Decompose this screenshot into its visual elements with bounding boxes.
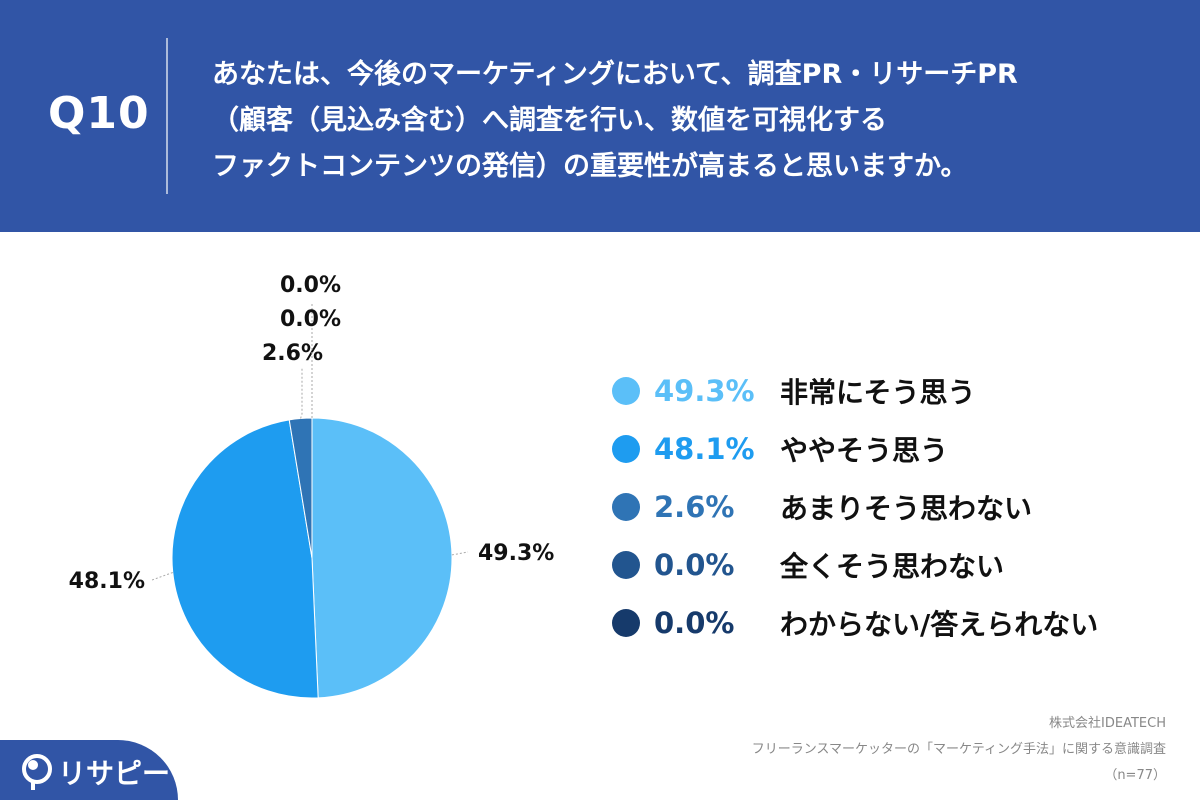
leader-line: [151, 572, 173, 581]
pie-slice: [311, 417, 453, 699]
pie-chart: 49.3% 48.1% 2.6% 0.0% 0.0%: [69, 273, 554, 699]
brand-name: リサピー: [58, 757, 171, 790]
legend-item: 49.3% 非常にそう思う: [612, 362, 1098, 420]
legend-percent: 48.1%: [654, 432, 755, 466]
legend-swatch: [612, 493, 640, 521]
legend-label: わからない/答えられない: [780, 608, 1099, 641]
legend-item: 2.6% あまりそう思わない: [612, 478, 1098, 536]
data-label: 0.0%: [280, 307, 341, 332]
brand-logo: リサピー: [0, 740, 178, 800]
data-label: 48.1%: [69, 569, 145, 594]
question-number: Q10: [48, 88, 150, 139]
legend-label: 全くそう思わない: [780, 550, 1005, 583]
legend-swatch: [612, 435, 640, 463]
legend-item: 0.0% わからない/答えられない: [612, 594, 1098, 652]
location-pin-stem: [31, 780, 35, 790]
legend-swatch: [612, 377, 640, 405]
source-company: 株式会社IDEATECH: [1049, 716, 1166, 731]
legend-swatch: [612, 551, 640, 579]
question-line: ファクトコンテンツの発信）の重要性が高まると思いますか。: [212, 151, 968, 182]
legend-label: ややそう思う: [780, 434, 949, 467]
legend-percent: 0.0%: [654, 548, 735, 582]
legend-label: 非常にそう思う: [780, 376, 976, 409]
location-pin-icon: [22, 754, 52, 784]
question-text: あなたは、今後のマーケティングにおいて、調査PR・リサーチPR （顧客（見込み含…: [212, 52, 1172, 190]
location-pin-dot: [28, 760, 38, 770]
header-divider: [166, 38, 168, 194]
data-label: 49.3%: [478, 541, 554, 566]
pie-slice: [171, 419, 319, 699]
leader-line: [300, 368, 303, 419]
chart-panel: 49.3% 48.1% 2.6% 0.0% 0.0% 49.3% 非常にそう思う 48.…: [0, 232, 1200, 800]
legend-percent: 49.3%: [654, 374, 755, 408]
question-line: （顧客（見込み含む）へ調査を行い、数値を可視化する: [212, 105, 887, 136]
legend-swatch: [612, 609, 640, 637]
data-label: 0.0%: [280, 273, 341, 298]
legend: 49.3% 非常にそう思う 48.1% ややそう思う 2.6% あまりそう思わな…: [612, 362, 1098, 652]
source-survey: フリーランスマーケッターの「マーケティング手法」に関する意識調査: [751, 742, 1166, 757]
legend-percent: 0.0%: [654, 606, 735, 640]
data-label: 2.6%: [262, 341, 323, 366]
question-line: あなたは、今後のマーケティングにおいて、調査PR・リサーチPR: [212, 59, 1018, 90]
legend-item: 48.1% ややそう思う: [612, 420, 1098, 478]
question-header: Q10 あなたは、今後のマーケティングにおいて、調査PR・リサーチPR （顧客（…: [0, 0, 1200, 230]
legend-item: 0.0% 全くそう思わない: [612, 536, 1098, 594]
legend-percent: 2.6%: [654, 490, 735, 524]
legend-label: あまりそう思わない: [780, 492, 1033, 525]
source-sample: （n=77）: [1104, 768, 1166, 783]
leader-line: [451, 551, 469, 556]
